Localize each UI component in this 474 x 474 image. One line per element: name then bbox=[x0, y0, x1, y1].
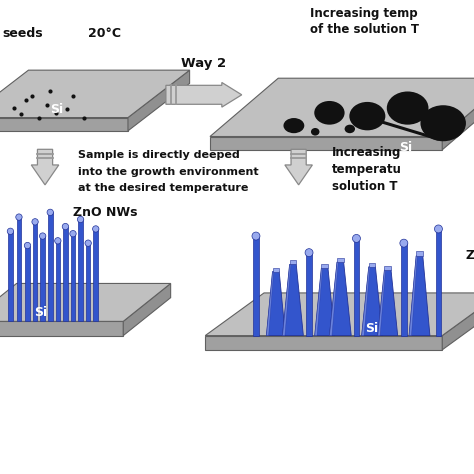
Polygon shape bbox=[384, 266, 391, 270]
Circle shape bbox=[353, 235, 360, 242]
Text: Increasing: Increasing bbox=[332, 146, 401, 159]
Circle shape bbox=[92, 226, 99, 232]
Text: Si: Si bbox=[50, 103, 64, 117]
Circle shape bbox=[400, 239, 408, 247]
Polygon shape bbox=[210, 78, 474, 137]
Polygon shape bbox=[266, 272, 273, 336]
Polygon shape bbox=[0, 118, 128, 131]
Ellipse shape bbox=[420, 105, 466, 141]
Polygon shape bbox=[329, 262, 338, 336]
Circle shape bbox=[39, 233, 46, 239]
Bar bbox=[253, 236, 259, 336]
Bar bbox=[25, 246, 30, 321]
Circle shape bbox=[32, 219, 38, 225]
Text: of the solution T: of the solution T bbox=[310, 23, 419, 36]
Polygon shape bbox=[315, 268, 335, 336]
Text: Si: Si bbox=[365, 321, 379, 335]
Text: seeds: seeds bbox=[2, 27, 43, 40]
Circle shape bbox=[305, 249, 313, 256]
Polygon shape bbox=[378, 270, 398, 336]
Text: temperatu: temperatu bbox=[332, 163, 401, 176]
Bar bbox=[71, 234, 75, 321]
Polygon shape bbox=[210, 137, 442, 150]
Bar bbox=[17, 217, 21, 321]
Text: Way 2: Way 2 bbox=[181, 57, 227, 71]
Polygon shape bbox=[205, 336, 442, 350]
Polygon shape bbox=[123, 283, 171, 336]
Text: 20°C: 20°C bbox=[88, 27, 121, 40]
Bar bbox=[93, 229, 98, 321]
Circle shape bbox=[24, 242, 31, 249]
Polygon shape bbox=[273, 268, 279, 272]
Polygon shape bbox=[442, 78, 474, 150]
Text: at the desired temperature: at the desired temperature bbox=[78, 182, 248, 193]
Circle shape bbox=[47, 209, 54, 216]
Ellipse shape bbox=[349, 102, 385, 130]
Polygon shape bbox=[416, 251, 423, 256]
Polygon shape bbox=[362, 267, 370, 336]
Polygon shape bbox=[31, 149, 59, 185]
Circle shape bbox=[77, 216, 84, 223]
Polygon shape bbox=[409, 256, 418, 336]
Circle shape bbox=[62, 223, 69, 230]
Text: Sample is directly deeped: Sample is directly deeped bbox=[78, 150, 240, 161]
Circle shape bbox=[85, 240, 91, 246]
Polygon shape bbox=[0, 283, 171, 321]
Text: Increasing temp: Increasing temp bbox=[310, 7, 418, 20]
Polygon shape bbox=[369, 263, 375, 267]
Ellipse shape bbox=[345, 125, 355, 133]
Bar bbox=[33, 222, 37, 321]
Polygon shape bbox=[290, 260, 296, 264]
Polygon shape bbox=[205, 293, 474, 336]
Polygon shape bbox=[266, 272, 285, 336]
Circle shape bbox=[55, 237, 61, 244]
Ellipse shape bbox=[387, 91, 428, 125]
Circle shape bbox=[70, 230, 76, 237]
Polygon shape bbox=[337, 258, 344, 262]
Bar bbox=[86, 243, 91, 321]
Polygon shape bbox=[128, 70, 190, 131]
Polygon shape bbox=[283, 264, 303, 336]
Polygon shape bbox=[329, 262, 351, 336]
Text: Z: Z bbox=[465, 249, 474, 263]
Bar bbox=[354, 238, 359, 336]
Text: into the growth environment: into the growth environment bbox=[78, 166, 259, 177]
Ellipse shape bbox=[314, 101, 345, 125]
Text: solution T: solution T bbox=[332, 180, 397, 193]
Bar bbox=[436, 229, 441, 336]
Polygon shape bbox=[166, 82, 242, 107]
Bar bbox=[48, 212, 53, 321]
Bar bbox=[78, 219, 83, 321]
Text: Si: Si bbox=[399, 141, 412, 155]
Polygon shape bbox=[409, 256, 430, 336]
Circle shape bbox=[435, 225, 442, 233]
Polygon shape bbox=[315, 268, 322, 336]
Bar bbox=[306, 253, 312, 336]
Bar bbox=[63, 227, 68, 321]
Circle shape bbox=[16, 214, 22, 220]
Bar bbox=[55, 241, 60, 321]
Polygon shape bbox=[283, 264, 291, 336]
Ellipse shape bbox=[283, 118, 304, 133]
Ellipse shape bbox=[311, 128, 319, 136]
Polygon shape bbox=[442, 293, 474, 350]
Polygon shape bbox=[0, 70, 190, 118]
Polygon shape bbox=[378, 270, 385, 336]
Bar bbox=[401, 243, 407, 336]
Bar bbox=[8, 231, 13, 321]
Text: ZnO NWs: ZnO NWs bbox=[73, 206, 138, 219]
Polygon shape bbox=[362, 267, 383, 336]
Text: Si: Si bbox=[34, 306, 47, 319]
Circle shape bbox=[7, 228, 14, 235]
Bar bbox=[40, 236, 45, 321]
Circle shape bbox=[252, 232, 260, 240]
Polygon shape bbox=[285, 149, 312, 185]
Polygon shape bbox=[0, 321, 123, 336]
Polygon shape bbox=[321, 264, 328, 268]
